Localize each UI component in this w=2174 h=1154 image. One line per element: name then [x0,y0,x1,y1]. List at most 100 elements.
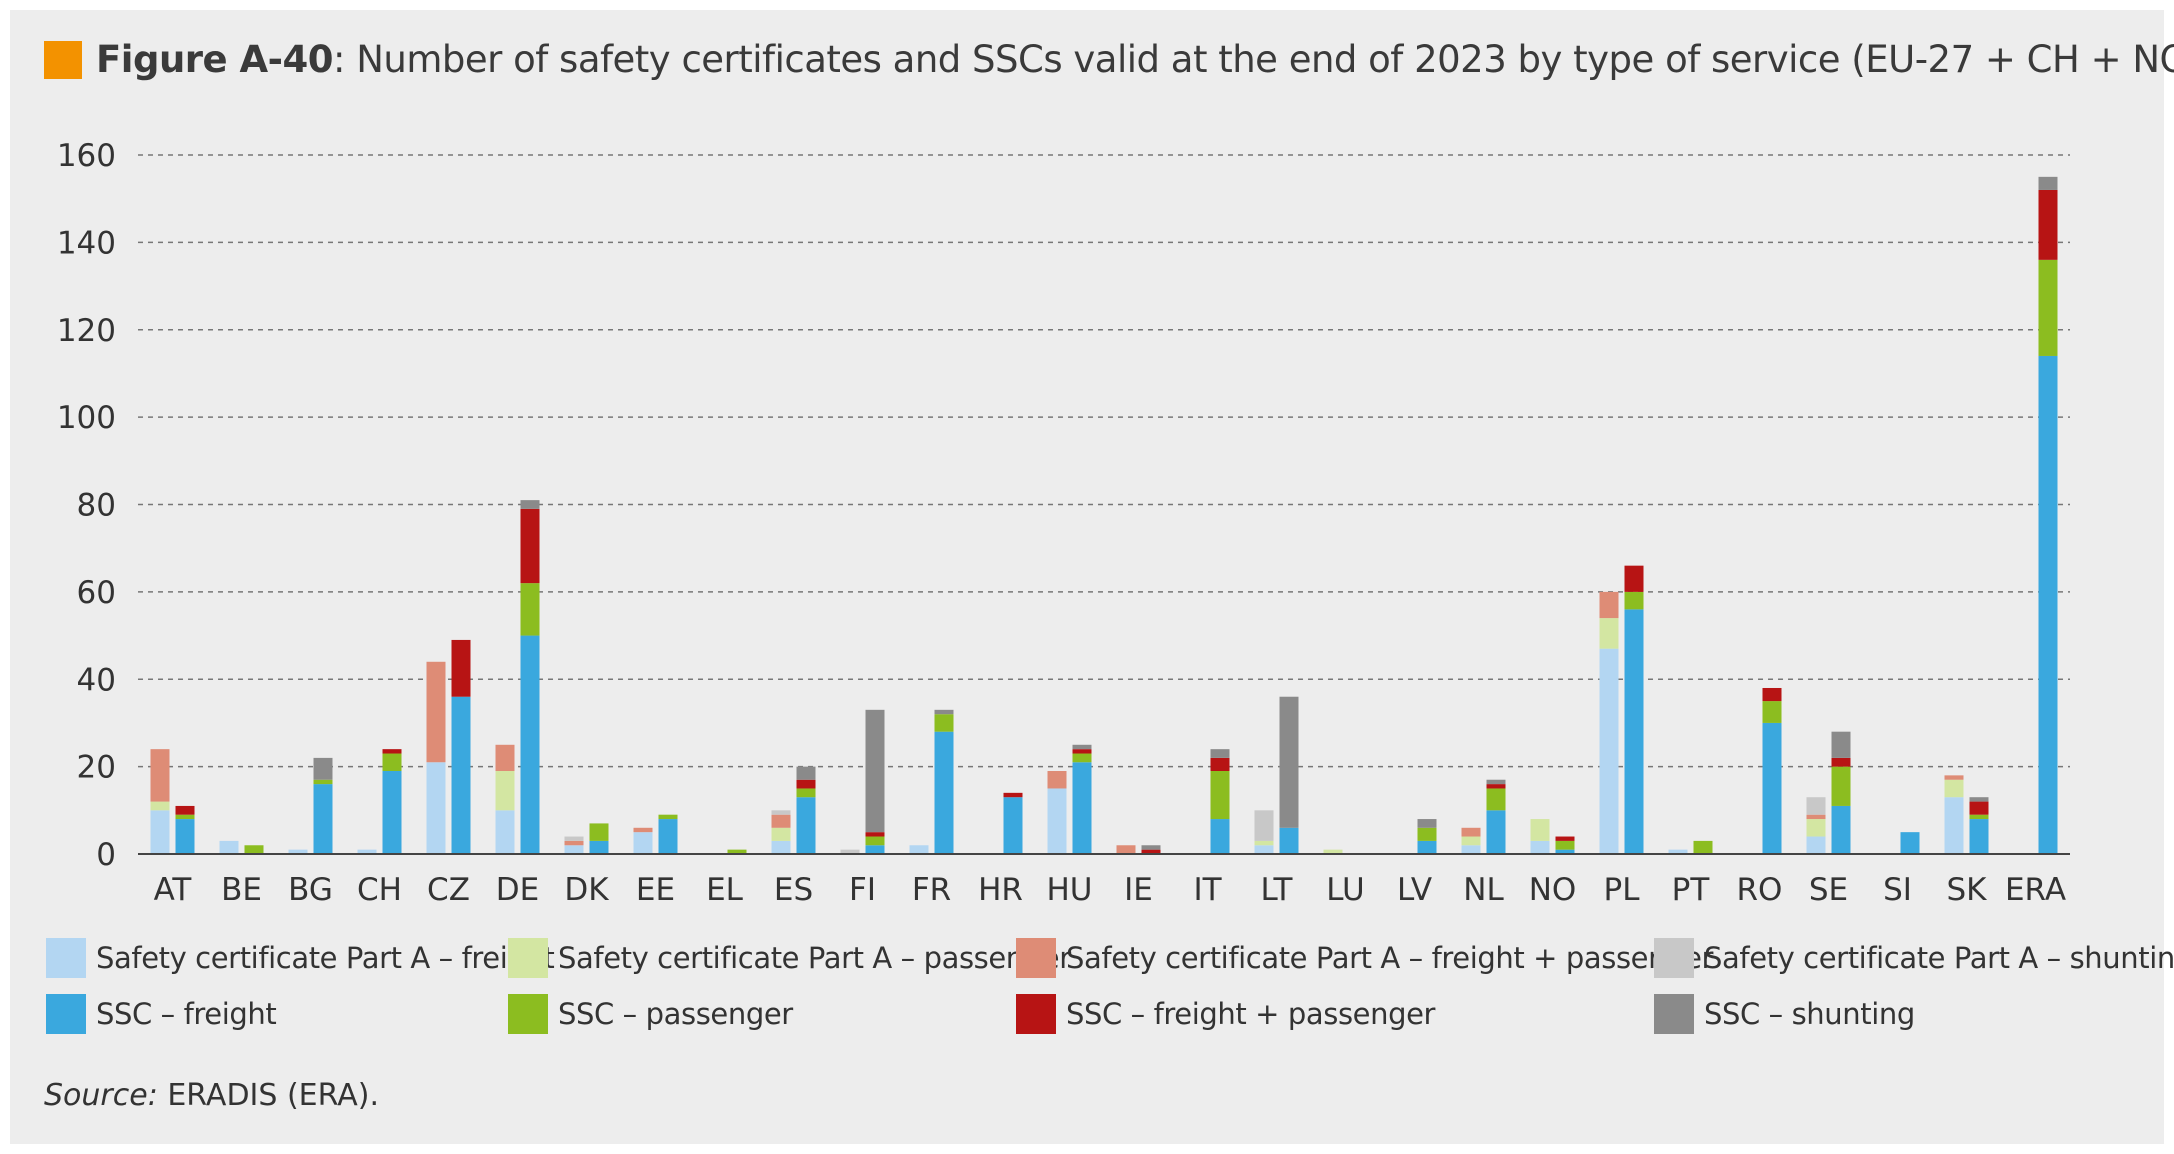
legend-label: Safety certificate Part A – freight [96,941,555,975]
bar-ro-ssc-0 [1762,722,1782,854]
bar-no-ssc-0 [1555,849,1575,854]
bar-hu-partA-0 [1047,788,1067,854]
bar-sk-ssc-0 [1969,819,1989,854]
bar-se-partA-2 [1806,814,1826,820]
bar-nl-partA-2 [1461,827,1481,837]
y-tick-label-120: 120 [57,313,116,349]
bar-es-partA-2 [771,814,791,828]
bar-nl-ssc-3 [1486,779,1506,785]
bar-ee-partA-2 [633,827,653,833]
bar-ch-partA-0 [357,849,377,854]
bar-de-partA-1 [495,770,515,811]
x-tick-label-si: SI [1883,872,1912,908]
bar-lt-ssc-0 [1279,827,1299,854]
bar-hu-partA-2 [1047,770,1067,789]
bar-hr-ssc-2 [1003,792,1023,798]
legend-swatch [1654,994,1694,1034]
bar-be-partA-0 [219,840,239,854]
bar-cz-ssc-2 [451,639,471,697]
x-tick-label-lu: LU [1326,872,1364,908]
bar-se-ssc-2 [1831,757,1851,767]
x-tick-label-hu: HU [1046,872,1092,908]
bar-sk-ssc-1 [1969,814,1989,820]
bar-no-partA-1 [1530,819,1550,841]
source-text: ERADIS (ERA). [157,1078,380,1113]
legend-label: Safety certificate Part A – freight + pa… [1066,941,1714,975]
bar-era-ssc-1 [2038,259,2058,356]
figure-panel [10,10,2164,1144]
legend-label: SSC – passenger [558,997,793,1031]
bar-es-ssc-0 [796,797,816,854]
bar-de-partA-0 [495,810,515,854]
legend-label: SSC – shunting [1704,997,1915,1031]
x-tick-label-lt: LT [1261,872,1294,908]
legend-item-ssc-1: SSC – passenger [508,994,793,1034]
x-tick-label-nl: NL [1463,872,1504,908]
legend-label: SSC – freight + passenger [1066,997,1436,1031]
bar-lt-ssc-3 [1279,696,1299,828]
figure-title-text: : Number of safety certificates and SSCs… [333,38,2174,81]
bar-fi-partA-3 [840,849,860,854]
bar-de-ssc-1 [520,583,540,636]
bar-pl-ssc-1 [1624,591,1644,610]
bar-sk-partA-2 [1944,775,1964,780]
x-tick-label-lv: LV [1397,872,1432,908]
legend-label: Safety certificate Part A – passenger [558,941,1071,975]
bar-pl-partA-0 [1599,648,1619,854]
y-tick-label-40: 40 [77,662,116,698]
figure-title: Figure A-40 : Number of safety certifica… [44,38,2174,81]
bar-ie-partA-2 [1116,845,1136,854]
bar-no-partA-0 [1530,840,1550,854]
bar-era-ssc-0 [2038,355,2058,854]
bar-it-ssc-2 [1210,757,1230,771]
bar-dk-ssc-0 [589,840,609,854]
x-tick-label-no: NO [1529,872,1577,908]
bar-hu-ssc-1 [1072,753,1092,763]
bar-nl-partA-0 [1461,845,1481,854]
bar-se-ssc-1 [1831,766,1851,806]
x-tick-label-ro: RO [1737,872,1783,908]
bar-pl-ssc-0 [1624,609,1644,854]
x-tick-label-fr: FR [912,872,951,908]
bar-be-ssc-1 [244,845,264,854]
bar-de-ssc-2 [520,508,540,584]
bar-es-partA-0 [771,840,791,854]
bar-pl-partA-2 [1599,591,1619,619]
x-tick-label-it: IT [1193,872,1222,908]
bar-lu-partA-1 [1323,849,1343,854]
x-tick-label-pl: PL [1604,872,1641,908]
bar-sk-partA-0 [1944,797,1964,854]
x-tick-label-bg: BG [288,872,333,908]
bar-pl-ssc-2 [1624,565,1644,592]
y-tick-label-140: 140 [57,225,116,261]
legend-item-partA-3: Safety certificate Part A – shunting [1654,938,2174,978]
chart-legend: Safety certificate Part A – freight Safet… [46,938,2174,1058]
bar-at-partA-2 [150,749,170,802]
bar-ie-ssc-3 [1141,845,1161,850]
y-tick-label-0: 0 [96,837,116,873]
legend-swatch [1654,938,1694,978]
bar-se-partA-3 [1806,797,1826,815]
legend-label: SSC – freight [96,997,277,1031]
bar-se-ssc-3 [1831,731,1851,758]
bar-at-ssc-0 [175,819,195,854]
bar-fi-ssc-3 [865,709,885,833]
bar-cz-ssc-0 [451,696,471,854]
bar-bg-ssc-3 [313,757,333,780]
legend-swatch [508,994,548,1034]
bar-fr-partA-0 [909,845,929,854]
bar-es-ssc-2 [796,779,816,789]
bar-bg-ssc-1 [313,779,333,785]
x-tick-label-era: ERA [2005,872,2066,908]
x-tick-label-ee: EE [636,872,675,908]
bar-fi-ssc-1 [865,836,885,846]
bar-fr-ssc-1 [934,714,954,732]
bar-ro-ssc-1 [1762,701,1782,723]
bar-cz-partA-0 [426,762,446,854]
x-tick-label-hr: HR [978,872,1023,908]
bar-lt-partA-0 [1254,845,1274,854]
bar-hu-ssc-2 [1072,749,1092,754]
bar-sk-ssc-3 [1969,797,1989,802]
bar-nl-partA-1 [1461,836,1481,846]
bar-nl-ssc-2 [1486,784,1506,789]
